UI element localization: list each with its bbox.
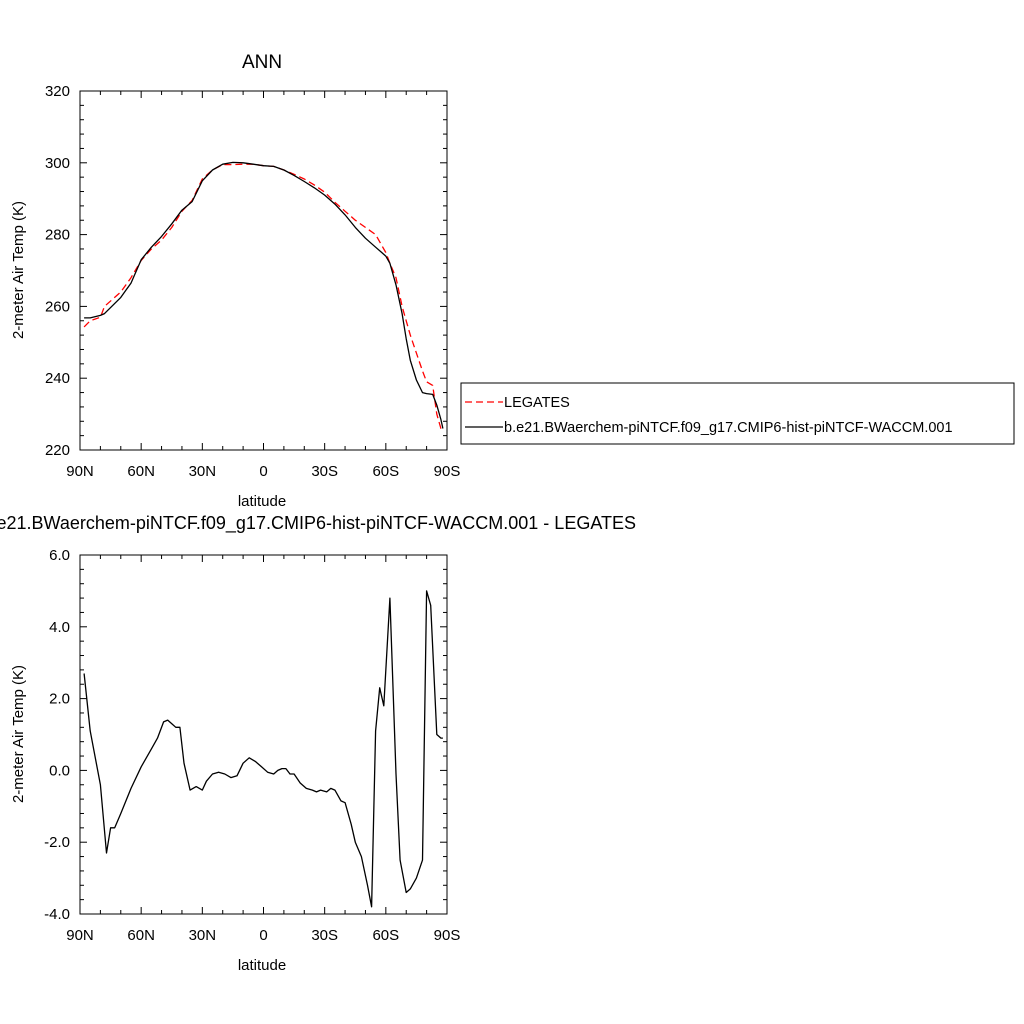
- legend-label-model: b.e21.BWaerchem-piNTCF.f09_g17.CMIP6-his…: [504, 420, 953, 436]
- top-y-tick-label: 220: [45, 442, 70, 459]
- top-x-tick-label: 30N: [189, 463, 217, 480]
- top-x-tick-label: 30S: [311, 463, 338, 480]
- top-x-axis-label: latitude: [238, 493, 286, 510]
- bottom-y-tick-label: 0.0: [49, 762, 70, 779]
- bottom-x-tick-label: 30S: [311, 927, 338, 944]
- bottom-y-tick-label: -4.0: [44, 906, 70, 923]
- bottom-panel: b.e21.BWaerchem-piNTCF.f09_g17.CMIP6-his…: [0, 513, 636, 974]
- top-series-line-legates: [83, 163, 444, 433]
- legend-label-legates: LEGATES: [504, 395, 570, 411]
- top-panel: ANN 90N 60N 30N 0 30S 60S 90S 220 240 260 280 300 32…: [10, 52, 460, 510]
- bottom-chart-title: b.e21.BWaerchem-piNTCF.f09_g17.CMIP6-his…: [0, 513, 636, 534]
- top-y-axis-label: 2-meter Air Temp (K): [10, 201, 27, 339]
- top-y-tick-label: 260: [45, 298, 70, 315]
- bottom-x-tick-label: 90S: [434, 927, 461, 944]
- top-x-tick-label: 90S: [434, 463, 461, 480]
- top-series-group: [83, 161, 444, 433]
- top-y-tick-label: 320: [45, 83, 70, 100]
- bottom-x-tick-label: 60S: [372, 927, 399, 944]
- bottom-ticks: 90N 60N 30N 0 30S 60S 90S -4.0 -2.0 0.0 2.0 4.0 6.0: [44, 547, 460, 944]
- bottom-x-tick-label: 90N: [66, 927, 94, 944]
- top-chart-title: ANN: [242, 52, 282, 73]
- top-x-tick-label: 60N: [127, 463, 155, 480]
- top-ticks: 90N 60N 30N 0 30S 60S 90S 220 240 260 280 300 320: [45, 83, 460, 480]
- legend-box: [460, 382, 1015, 445]
- bottom-x-tick-label: 60N: [127, 927, 155, 944]
- legend: LEGATES b.e21.BWaerchem-piNTCF.f09_g17.C…: [460, 382, 1015, 445]
- bottom-x-tick-label: 30N: [189, 927, 217, 944]
- bottom-x-tick-label: 0: [259, 927, 267, 944]
- top-y-tick-label: 240: [45, 370, 70, 387]
- bottom-series-line-model: [83, 590, 443, 908]
- bottom-y-tick-label: 4.0: [49, 619, 70, 636]
- top-x-tick-label: 60S: [372, 463, 399, 480]
- top-series-line-model: [84, 161, 444, 429]
- top-y-tick-label: 280: [45, 227, 70, 244]
- bottom-y-tick-label: 2.0: [49, 691, 70, 708]
- top-x-tick-label: 0: [259, 463, 267, 480]
- bottom-y-axis-label: 2-meter Air Temp (K): [10, 665, 27, 803]
- bottom-plot-frame: [79, 554, 448, 915]
- top-x-tick-label: 90N: [66, 463, 94, 480]
- bottom-series-group: [83, 590, 443, 908]
- top-y-tick-label: 300: [45, 155, 70, 172]
- bottom-y-tick-label: -2.0: [44, 834, 70, 851]
- bottom-y-tick-label: 6.0: [49, 547, 70, 564]
- bottom-x-axis-label: latitude: [238, 957, 286, 974]
